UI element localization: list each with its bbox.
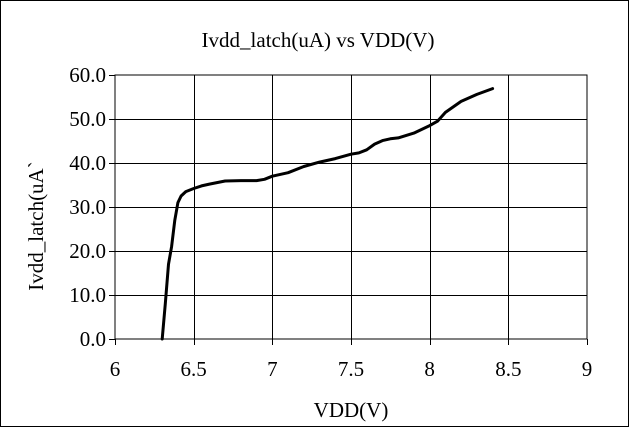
gridlines — [115, 75, 587, 339]
y-tick-label: 30.0 — [69, 195, 106, 219]
y-tick-label: 0.0 — [80, 327, 106, 351]
series-group — [160, 87, 495, 341]
x-tick-label: 6.5 — [181, 357, 207, 381]
y-tick-label: 50.0 — [69, 107, 106, 131]
x-tick-label: 6 — [110, 357, 121, 381]
x-tick-label: 9 — [582, 357, 593, 381]
y-tick-label: 40.0 — [69, 151, 106, 175]
y-tick-label: 20.0 — [69, 239, 106, 263]
y-tick-label: 10.0 — [69, 283, 106, 307]
y-tick-label: 60.0 — [69, 63, 106, 87]
y-axis-label: Ivdd_latch(uA` — [24, 161, 48, 290]
x-tick-label: 8 — [424, 357, 435, 381]
x-tick-label: 7 — [267, 357, 278, 381]
x-tick-label: 8.5 — [495, 357, 521, 381]
x-axis-label: VDD(V) — [314, 398, 389, 422]
series-line — [160, 87, 495, 341]
x-axis-ticks: 6 6.5 7 7.5 8 8.5 9 — [110, 339, 593, 381]
x-tick-label: 7.5 — [338, 357, 364, 381]
y-axis-ticks: 0.0 10.0 20.0 30.0 40.0 50.0 60.0 — [69, 63, 115, 351]
chart-title: Ivdd_latch(uA) vs VDD(V) — [202, 28, 435, 52]
